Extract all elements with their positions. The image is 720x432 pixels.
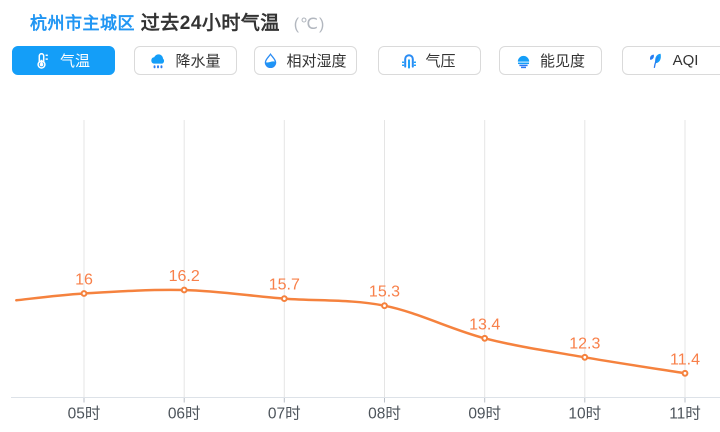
- svg-text:07时: 07时: [268, 405, 301, 423]
- svg-text:16.2: 16.2: [169, 268, 200, 285]
- svg-text:09时: 09时: [468, 405, 501, 423]
- svg-text:16: 16: [75, 272, 93, 289]
- svg-text:11时: 11时: [669, 405, 701, 423]
- svg-text:10时: 10时: [568, 405, 601, 423]
- svg-text:05时: 05时: [68, 405, 101, 423]
- svg-text:06时: 06时: [168, 405, 201, 423]
- svg-text:15.7: 15.7: [269, 277, 300, 294]
- svg-text:11.4: 11.4: [670, 351, 700, 368]
- svg-text:12.3: 12.3: [569, 335, 600, 352]
- svg-text:08时: 08时: [368, 405, 401, 423]
- svg-text:15.3: 15.3: [369, 284, 400, 301]
- svg-text:13.4: 13.4: [469, 316, 500, 333]
